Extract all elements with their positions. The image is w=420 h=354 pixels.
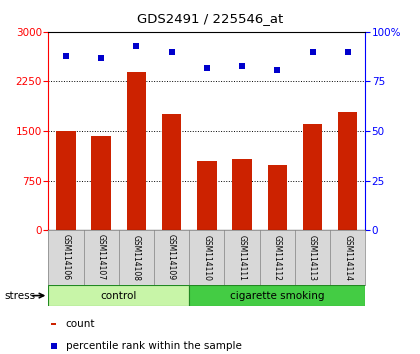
Bar xyxy=(127,72,146,230)
Text: GSM114109: GSM114109 xyxy=(167,234,176,281)
Point xyxy=(274,67,281,72)
Bar xyxy=(56,131,76,230)
Text: cigarette smoking: cigarette smoking xyxy=(230,291,325,301)
Point xyxy=(133,43,140,48)
Bar xyxy=(197,161,217,230)
Bar xyxy=(162,114,181,230)
Bar xyxy=(48,285,189,306)
Bar xyxy=(268,165,287,230)
Text: percentile rank within the sample: percentile rank within the sample xyxy=(66,341,241,351)
Text: GDS2491 / 225546_at: GDS2491 / 225546_at xyxy=(137,12,283,25)
Bar xyxy=(189,285,365,306)
Bar xyxy=(232,159,252,230)
Text: GSM114110: GSM114110 xyxy=(202,235,211,280)
Text: GSM114114: GSM114114 xyxy=(343,235,352,280)
Text: GSM114108: GSM114108 xyxy=(132,235,141,280)
Point xyxy=(98,55,105,61)
Point xyxy=(168,49,175,55)
Point xyxy=(203,65,210,70)
Text: stress: stress xyxy=(4,291,35,301)
Text: GSM114106: GSM114106 xyxy=(61,234,71,281)
Text: count: count xyxy=(66,319,95,329)
Point xyxy=(63,53,69,58)
Bar xyxy=(52,323,56,325)
Point xyxy=(344,49,351,55)
Point xyxy=(50,343,57,349)
Text: GSM114112: GSM114112 xyxy=(273,235,282,280)
Bar xyxy=(303,124,322,230)
Point xyxy=(239,63,245,68)
Text: control: control xyxy=(100,291,137,301)
Bar xyxy=(338,113,357,230)
Text: GSM114111: GSM114111 xyxy=(238,235,247,280)
Text: GSM114107: GSM114107 xyxy=(97,234,106,281)
Point xyxy=(309,49,316,55)
Bar xyxy=(92,136,111,230)
Text: GSM114113: GSM114113 xyxy=(308,235,317,280)
